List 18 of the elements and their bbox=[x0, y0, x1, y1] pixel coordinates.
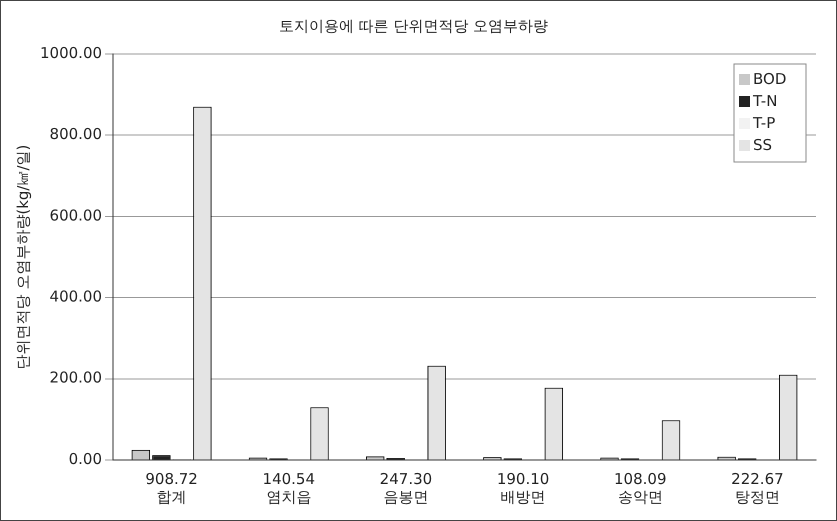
x-tick-label: 190.10 배방면 bbox=[496, 470, 550, 506]
x-tick-label: 247.30 음봉면 bbox=[380, 470, 432, 506]
legend-label: SS bbox=[753, 136, 772, 154]
legend-label: T-N bbox=[752, 92, 778, 110]
x-tick-label: 222.67 탕정면 bbox=[731, 470, 784, 506]
y-tick-label: 800.00 bbox=[50, 125, 102, 144]
y-axis-title: 단위면적당 오염부하량(kg/㎢/일) bbox=[14, 144, 32, 370]
y-tick-label: 600.00 bbox=[50, 206, 102, 224]
legend-label: T-P bbox=[752, 114, 776, 132]
legend-label: BOD bbox=[753, 70, 786, 88]
y-tick-label: 400.00 bbox=[50, 287, 102, 306]
y-tick-label: 200.00 bbox=[50, 368, 102, 387]
x-tick-label: 140.54 염치읍 bbox=[262, 470, 316, 506]
x-tick-label: 908.72 합계 bbox=[145, 470, 198, 506]
y-tick-label: 1000.00 bbox=[40, 44, 102, 62]
x-tick-label: 108.09 송악면 bbox=[614, 470, 667, 506]
chart-title: 토지이용에 따른 단위면적당 오염부하량 bbox=[278, 16, 548, 35]
y-tick-label: 0.00 bbox=[68, 450, 102, 468]
